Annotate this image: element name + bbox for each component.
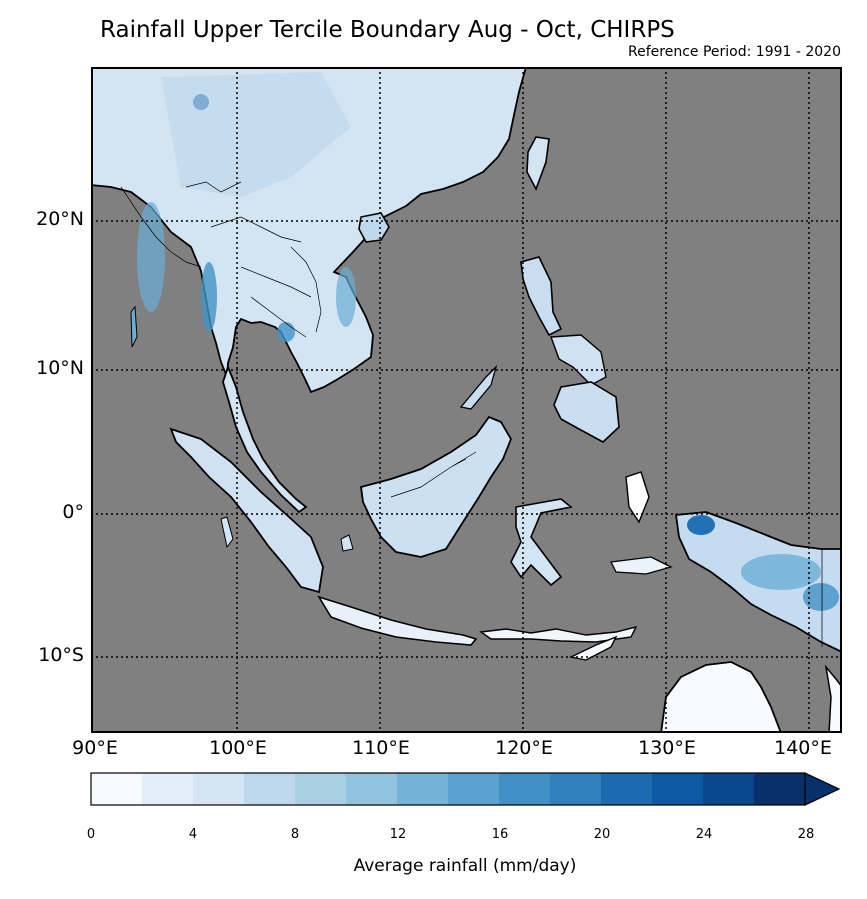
colorbar-segment bbox=[550, 773, 602, 805]
luzon-island bbox=[520, 256, 563, 337]
colorbar-title: Average rainfall (mm/day) bbox=[353, 856, 577, 876]
colorbar-segment bbox=[601, 773, 653, 805]
borneo-island bbox=[360, 415, 512, 558]
colorbar-segment bbox=[346, 773, 398, 805]
andaman-islands bbox=[130, 305, 138, 348]
colorbar-segment bbox=[499, 773, 551, 805]
northern-australia bbox=[660, 661, 782, 733]
country-borders-mainland bbox=[120, 181, 322, 338]
lat-label-10s: 10°S bbox=[38, 644, 84, 666]
inland-high-zone bbox=[161, 72, 351, 197]
colorbar bbox=[90, 772, 841, 806]
bangka-island bbox=[340, 534, 354, 552]
colorbar-tick-4: 4 bbox=[188, 827, 198, 842]
java-island bbox=[317, 595, 478, 646]
lon-label-100e: 100°E bbox=[209, 737, 267, 759]
lesser-sunda-islands bbox=[479, 625, 638, 643]
mindanao-island bbox=[553, 381, 620, 443]
colorbar-segment bbox=[448, 773, 500, 805]
colorbar-tick-12: 12 bbox=[389, 827, 407, 842]
rain-max-new-guinea-central bbox=[741, 554, 821, 590]
rain-max-cambodia bbox=[277, 322, 295, 342]
taiwan-island bbox=[526, 136, 550, 191]
lon-label-110e: 110°E bbox=[352, 737, 410, 759]
sulawesi-island bbox=[510, 498, 573, 587]
map-title: Rainfall Upper Tercile Boundary Aug - Oc… bbox=[100, 17, 675, 43]
colorbar-tick-28: 28 bbox=[797, 827, 815, 842]
colorbar-segment bbox=[754, 773, 806, 805]
colorbar-segment bbox=[295, 773, 347, 805]
rain-max-new-guinea-west bbox=[687, 515, 715, 535]
colorbar-tick-16: 16 bbox=[491, 827, 509, 842]
mentawai-islands bbox=[220, 516, 234, 549]
colorbar-tick-20: 20 bbox=[593, 827, 611, 842]
rain-max-new-guinea-east bbox=[803, 583, 839, 611]
map-subtitle: Reference Period: 1991 - 2020 bbox=[628, 44, 841, 60]
halmahera-island bbox=[625, 471, 650, 524]
colorbar-segment bbox=[193, 773, 245, 805]
borneo-borders bbox=[390, 451, 477, 498]
rain-max-myanmar bbox=[137, 202, 165, 312]
timor-island bbox=[568, 635, 618, 661]
colorbar-frame bbox=[90, 772, 806, 806]
seram-island bbox=[610, 556, 673, 575]
lon-label-130e: 130°E bbox=[638, 737, 696, 759]
colorbar-segment bbox=[703, 773, 755, 805]
lat-label-equator: 0° bbox=[62, 501, 84, 523]
visayas-islands bbox=[550, 334, 607, 386]
colorbar-tick-0: 0 bbox=[86, 827, 96, 842]
malay-peninsula bbox=[222, 364, 308, 514]
rain-max-tenasserim bbox=[201, 262, 217, 332]
rain-max-vietnam bbox=[336, 267, 356, 327]
rainfall-map bbox=[91, 67, 842, 733]
colorbar-tick-24: 24 bbox=[695, 827, 713, 842]
lat-label-10n: 10°N bbox=[36, 357, 84, 379]
colorbar-segment bbox=[91, 773, 143, 805]
lat-label-20n: 20°N bbox=[36, 208, 84, 230]
colorbar-segment bbox=[397, 773, 449, 805]
palawan-island bbox=[459, 364, 498, 410]
graticule bbox=[91, 67, 842, 733]
cape-york bbox=[824, 664, 842, 733]
lon-label-90e: 90°E bbox=[72, 737, 118, 759]
colorbar-segment bbox=[244, 773, 296, 805]
map-frame bbox=[91, 67, 842, 733]
lon-label-120e: 120°E bbox=[495, 737, 553, 759]
colorbar-segment bbox=[142, 773, 194, 805]
colorbar-tick-8: 8 bbox=[290, 827, 300, 842]
lon-label-140e: 140°E bbox=[774, 737, 832, 759]
colorbar-segment bbox=[652, 773, 704, 805]
colorbar-extend-arrow bbox=[804, 772, 841, 806]
sumatra-island bbox=[169, 427, 324, 594]
